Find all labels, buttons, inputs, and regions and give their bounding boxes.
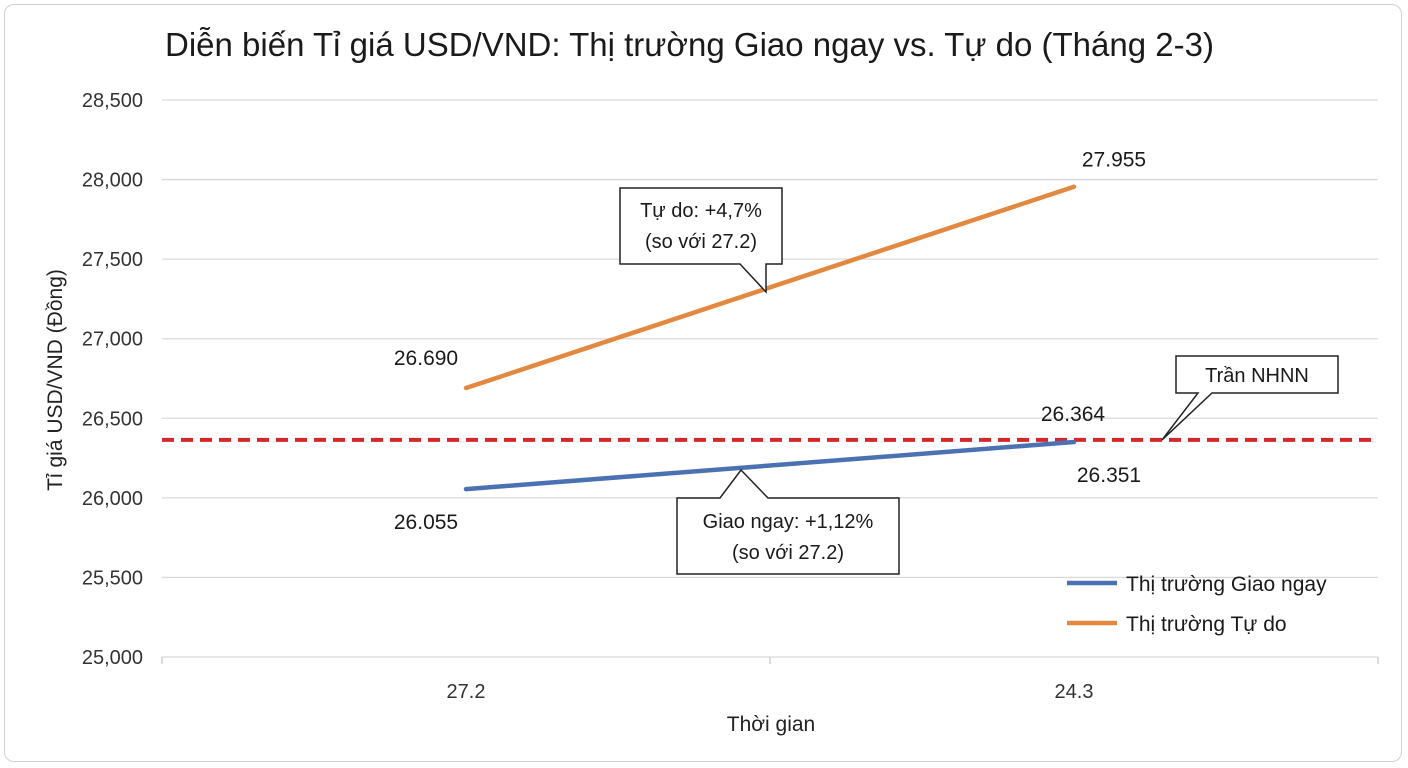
y-tick-label: 27,500 — [82, 249, 143, 271]
y-tick-label: 25,500 — [82, 567, 143, 589]
reference-value-label: 26.364 — [1041, 403, 1106, 426]
label-layer: 26.055 26.351 26.690 27.955 26.364 Trần NHNN T… — [394, 149, 1339, 636]
reference-callout-box — [1161, 355, 1339, 441]
series-line — [463, 184, 1077, 391]
callout-text: (so với 27.2) — [732, 542, 844, 564]
y-tick-label: 26,500 — [82, 408, 143, 430]
data-label: 26.055 — [394, 511, 458, 534]
y-tick-label: 25,000 — [82, 647, 143, 669]
legend-label: Thị trường Giao ngay — [1126, 573, 1327, 596]
data-label: 27.955 — [1082, 149, 1146, 172]
grid-layer: 25,000 25,500 26,000 26,500 27,000 27,500 28,0… — [82, 90, 1379, 703]
y-tick-label: 26,000 — [82, 488, 143, 510]
y-tick-label: 28,000 — [82, 170, 143, 192]
callout-box — [619, 187, 783, 294]
legend-label: Thị trường Tự do — [1126, 613, 1287, 636]
series-line — [463, 439, 1077, 492]
chart-title: Diễn biến Tỉ giá USD/VND: Thị trường Gia… — [165, 26, 1214, 63]
series-layer — [162, 184, 1378, 492]
callout-box — [676, 468, 900, 575]
callout-text: Tự do: +4,7% — [640, 200, 762, 222]
x-tick-label: 27.2 — [447, 681, 486, 703]
y-tick-label: 27,000 — [82, 329, 143, 351]
chart-frame — [4, 4, 1402, 762]
reference-line-label: Trần NHNN — [1205, 365, 1309, 387]
y-tick-label: 28,500 — [82, 90, 143, 112]
data-label: 26.690 — [394, 347, 458, 370]
data-label: 26.351 — [1077, 464, 1141, 487]
x-axis-title: Thời gian — [727, 713, 815, 736]
callout-text: Giao ngay: +1,12% — [703, 511, 874, 533]
x-tick-label: 24.3 — [1055, 681, 1094, 703]
y-axis-title: Tỉ giá USD/VND (Đồng) — [44, 269, 67, 491]
callout-text: (so với 27.2) — [645, 231, 757, 253]
